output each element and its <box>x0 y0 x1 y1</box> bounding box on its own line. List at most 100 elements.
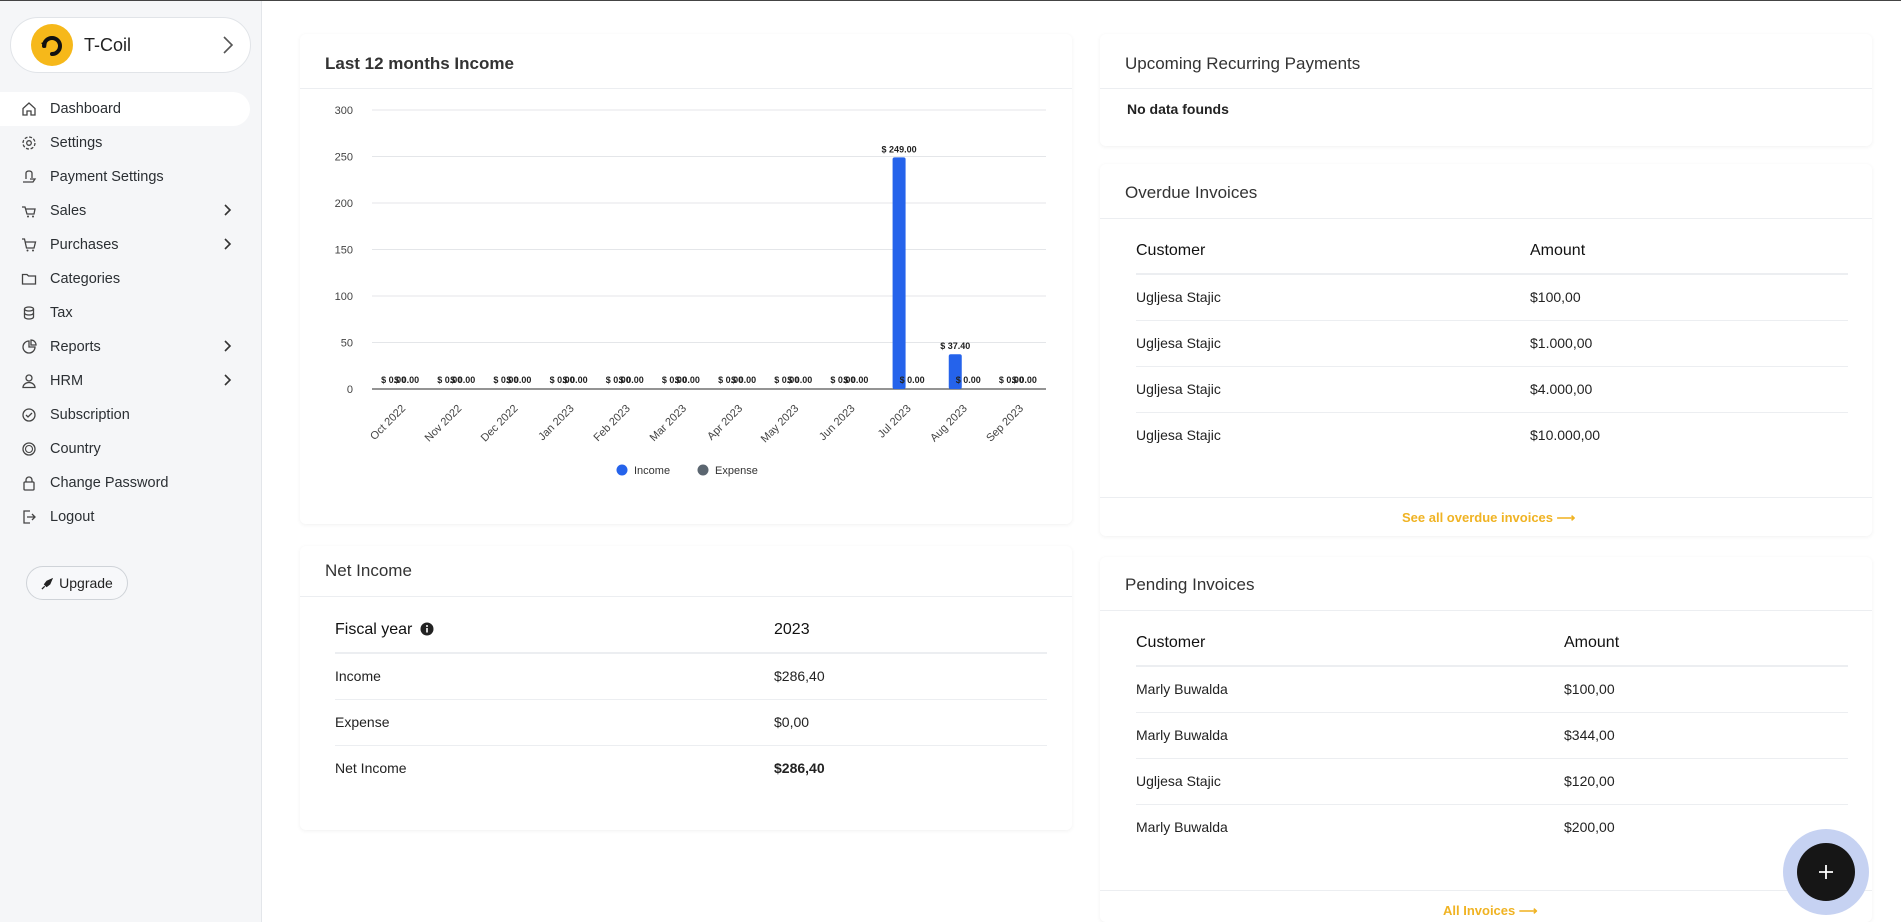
add-fab-button[interactable] <box>1797 843 1855 901</box>
see-all-overdue-link[interactable]: See all overdue invoices ⟶ <box>1402 510 1576 525</box>
card-divider <box>1100 88 1872 89</box>
customer-name: Marly Buwalda <box>1136 727 1228 743</box>
income-chart-title: Last 12 months Income <box>325 54 514 73</box>
pending-invoices-card: Pending Invoices Customer Amount Marly B… <box>1100 557 1872 922</box>
sidebar-item-country[interactable]: Country <box>0 432 262 466</box>
bar-value-label: $ 0.00 <box>563 375 588 385</box>
pending-row[interactable]: Ugljesa Stajic $120,00 <box>1136 758 1848 804</box>
bar-value-label: $ 0.00 <box>787 375 812 385</box>
card-divider <box>1100 497 1872 498</box>
bar-value-label: $ 0.00 <box>731 375 756 385</box>
sidebar-item-categories[interactable]: Categories <box>0 262 262 296</box>
chevron-right-icon <box>224 204 232 220</box>
legend-marker <box>697 464 709 476</box>
cart-icon <box>20 203 37 220</box>
fiscal-year-label: Fiscal year <box>335 621 434 639</box>
folder-icon <box>20 271 37 288</box>
shopping-cart-icon <box>20 237 37 254</box>
lock-icon <box>20 475 37 492</box>
chevron-right-icon <box>222 35 234 60</box>
sidebar: T-Coil Dashboard Settings Payment Settin… <box>0 1 262 922</box>
home-icon <box>20 101 37 118</box>
legend-label: Income <box>634 465 670 477</box>
sidebar-item-settings[interactable]: Settings <box>0 126 262 160</box>
pending-row[interactable]: Marly Buwalda $200,00 <box>1136 804 1848 850</box>
sidebar-item-label: HRM <box>50 373 84 389</box>
overdue-row[interactable]: Ugljesa Stajic $10.000,00 <box>1136 412 1848 458</box>
income-chart-card: Last 12 months Income 0 50 100 150 200 250 300… <box>300 34 1072 524</box>
chevron-right-icon <box>224 374 232 390</box>
sidebar-item-label: Dashboard <box>50 101 121 117</box>
invoice-amount: $10.000,00 <box>1530 427 1601 443</box>
card-divider <box>1100 610 1872 611</box>
sidebar-item-subscription[interactable]: Subscription <box>0 398 262 432</box>
y-tick-label: 100 <box>335 291 353 303</box>
overdue-row[interactable]: Ugljesa Stajic $1.000,00 <box>1136 320 1848 366</box>
bar-value-label: $ 0.00 <box>619 375 644 385</box>
overdue-invoices-card: Overdue Invoices Customer Amount Ugljesa… <box>1100 164 1872 536</box>
row-value: $0,00 <box>774 714 810 730</box>
row-divider <box>1136 366 1848 367</box>
x-tick-label: Jul 2023 <box>876 403 914 441</box>
row-label: Income <box>335 668 381 684</box>
sidebar-item-hrm[interactable]: HRM <box>0 364 262 398</box>
net-income-row-expense: Expense $0,00 <box>335 699 1047 745</box>
bar-value-label: $ 0.00 <box>843 375 868 385</box>
sidebar-item-sales[interactable]: Sales <box>0 194 262 228</box>
bar-value-label: $ 0.00 <box>830 375 855 385</box>
sidebar-item-dashboard[interactable]: Dashboard <box>0 92 250 126</box>
invoice-amount: $4.000,00 <box>1530 381 1593 397</box>
workspace-switcher[interactable]: T-Coil <box>10 17 251 73</box>
sidebar-item-purchases[interactable]: Purchases <box>0 228 262 262</box>
sidebar-item-change-password[interactable]: Change Password <box>0 466 262 500</box>
sidebar-item-label: Settings <box>50 135 103 151</box>
card-divider <box>300 88 1072 89</box>
sidebar-item-logout[interactable]: Logout <box>0 500 262 534</box>
overdue-row[interactable]: Ugljesa Stajic $100,00 <box>1136 274 1848 320</box>
chevron-right-icon <box>224 340 232 356</box>
x-tick-label: Oct 2022 <box>368 403 408 443</box>
overdue-row[interactable]: Ugljesa Stajic $4.000,00 <box>1136 366 1848 412</box>
x-tick-label: Nov 2022 <box>423 403 465 445</box>
bar-value-label: $ 0.00 <box>450 375 475 385</box>
subscription-icon <box>20 407 37 424</box>
coins-icon <box>20 305 37 322</box>
bar-value-label: $ 0.00 <box>437 375 462 385</box>
sidebar-item-tax[interactable]: Tax <box>0 296 262 330</box>
recurring-empty-text: No data founds <box>1127 101 1229 117</box>
legend-label: Expense <box>715 465 758 477</box>
pie-icon <box>20 339 37 356</box>
column-header-amount: Amount <box>1564 634 1620 651</box>
invoice-amount: $200,00 <box>1564 819 1615 835</box>
card-divider <box>1100 890 1872 891</box>
pending-row[interactable]: Marly Buwalda $100,00 <box>1136 666 1848 712</box>
rocket-icon <box>41 577 54 590</box>
all-invoices-link[interactable]: All Invoices ⟶ <box>1443 903 1538 918</box>
plus-icon <box>1819 865 1833 879</box>
recurring-payments-card: Upcoming Recurring Payments No data foun… <box>1100 34 1872 146</box>
fab-ring <box>1783 829 1869 915</box>
x-tick-label: Jan 2023 <box>536 403 576 443</box>
x-tick-label: Sep 2023 <box>984 403 1026 445</box>
info-icon[interactable] <box>420 622 434 636</box>
sidebar-item-label: Payment Settings <box>50 169 164 185</box>
invoice-amount: $120,00 <box>1564 773 1615 789</box>
y-tick-label: 250 <box>335 152 353 164</box>
card-divider <box>1100 218 1872 219</box>
sidebar-item-reports[interactable]: Reports <box>0 330 262 364</box>
upgrade-button[interactable]: Upgrade <box>26 566 128 600</box>
x-tick-label: Jun 2023 <box>817 403 857 443</box>
card-divider <box>300 596 1072 597</box>
chevron-right-icon <box>224 238 232 254</box>
bar-income <box>892 157 906 389</box>
bar-value-label: $ 0.00 <box>718 375 743 385</box>
pending-row[interactable]: Marly Buwalda $344,00 <box>1136 712 1848 758</box>
x-tick-label: Aug 2023 <box>928 403 970 445</box>
sidebar-item-payment-settings[interactable]: Payment Settings <box>0 160 262 194</box>
sidebar-item-label: Categories <box>50 271 121 287</box>
row-label: Net Income <box>335 760 407 776</box>
brand-name: T-Coil <box>84 34 132 55</box>
customer-name: Ugljesa Stajic <box>1136 381 1221 397</box>
row-value: $286,40 <box>774 668 825 684</box>
column-header-customer: Customer <box>1136 242 1206 259</box>
